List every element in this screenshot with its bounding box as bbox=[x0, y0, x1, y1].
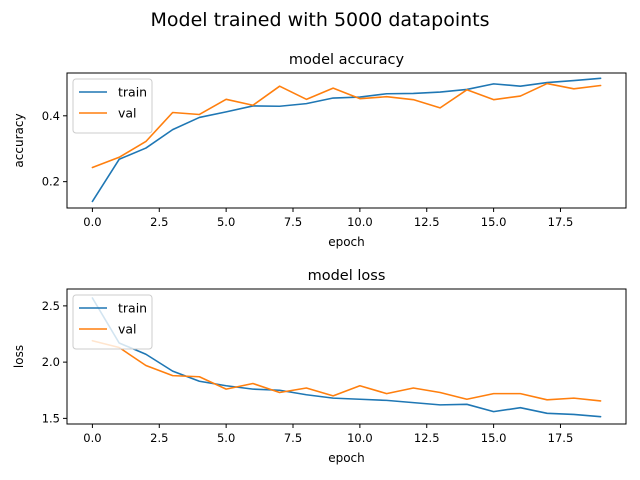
loss-train-line bbox=[91, 297, 602, 418]
accuracy-title: model accuracy bbox=[289, 52, 405, 68]
loss-y-tick-label: 1.5 bbox=[42, 411, 60, 425]
loss-x-tick-label: 5.0 bbox=[217, 431, 235, 445]
loss-axes-frame bbox=[66, 288, 627, 425]
accuracy-x-tick-label: 15.0 bbox=[481, 215, 507, 229]
accuracy-x-tick-label: 17.5 bbox=[548, 215, 574, 229]
accuracy-x-tick-label: 7.5 bbox=[284, 215, 302, 229]
loss-legend: train val bbox=[72, 294, 153, 350]
loss-legend-val-label: val bbox=[118, 322, 137, 337]
accuracy-train-line bbox=[91, 77, 602, 203]
accuracy-x-tick-label: 12.5 bbox=[414, 215, 440, 229]
loss-y-tick-label: 2.0 bbox=[42, 355, 60, 369]
accuracy-y-tick-label: 0.4 bbox=[42, 109, 60, 123]
accuracy-x-tick-label: 2.5 bbox=[150, 215, 168, 229]
figure-suptitle: Model trained with 5000 datapoints bbox=[151, 9, 490, 31]
loss-x-tick-label: 12.5 bbox=[414, 431, 440, 445]
accuracy-axes-frame bbox=[66, 72, 627, 209]
accuracy-x-tick-label: 5.0 bbox=[217, 215, 235, 229]
accuracy-x-tick-label: 0.0 bbox=[83, 215, 101, 229]
loss-x-tick-label: 17.5 bbox=[548, 431, 574, 445]
loss-title: model loss bbox=[308, 268, 386, 284]
accuracy-x-tick-label: 10.0 bbox=[347, 215, 373, 229]
accuracy-y-tick-label: 0.2 bbox=[42, 175, 60, 189]
loss-y-tick-label: 2.5 bbox=[42, 299, 60, 313]
loss-x-tick-label: 7.5 bbox=[284, 431, 302, 445]
loss-chart: model loss 0.0 2.5 5.0 7.5 10.0 12.5 15.0 17.5 1.… bbox=[12, 268, 627, 465]
accuracy-val-line bbox=[91, 82, 602, 169]
accuracy-chart: model accuracy 0.0 2.5 5.0 7.5 10.0 12.5 15.0 17… bbox=[12, 52, 627, 249]
loss-x-tick-label: 0.0 bbox=[83, 431, 101, 445]
loss-x-tick-label: 10.0 bbox=[347, 431, 373, 445]
accuracy-y-axis-label: accuracy bbox=[12, 113, 26, 167]
accuracy-legend-val-label: val bbox=[118, 106, 137, 121]
loss-x-tick-label: 2.5 bbox=[150, 431, 168, 445]
loss-x-tick-label: 15.0 bbox=[481, 431, 507, 445]
loss-legend-train-label: train bbox=[118, 301, 147, 316]
accuracy-legend-train-label: train bbox=[118, 85, 147, 100]
loss-y-axis-label: loss bbox=[12, 345, 26, 368]
loss-x-axis-label: epoch bbox=[328, 451, 365, 465]
accuracy-x-axis-label: epoch bbox=[328, 235, 365, 249]
accuracy-legend: train val bbox=[72, 78, 153, 134]
loss-val-line bbox=[91, 339, 602, 402]
